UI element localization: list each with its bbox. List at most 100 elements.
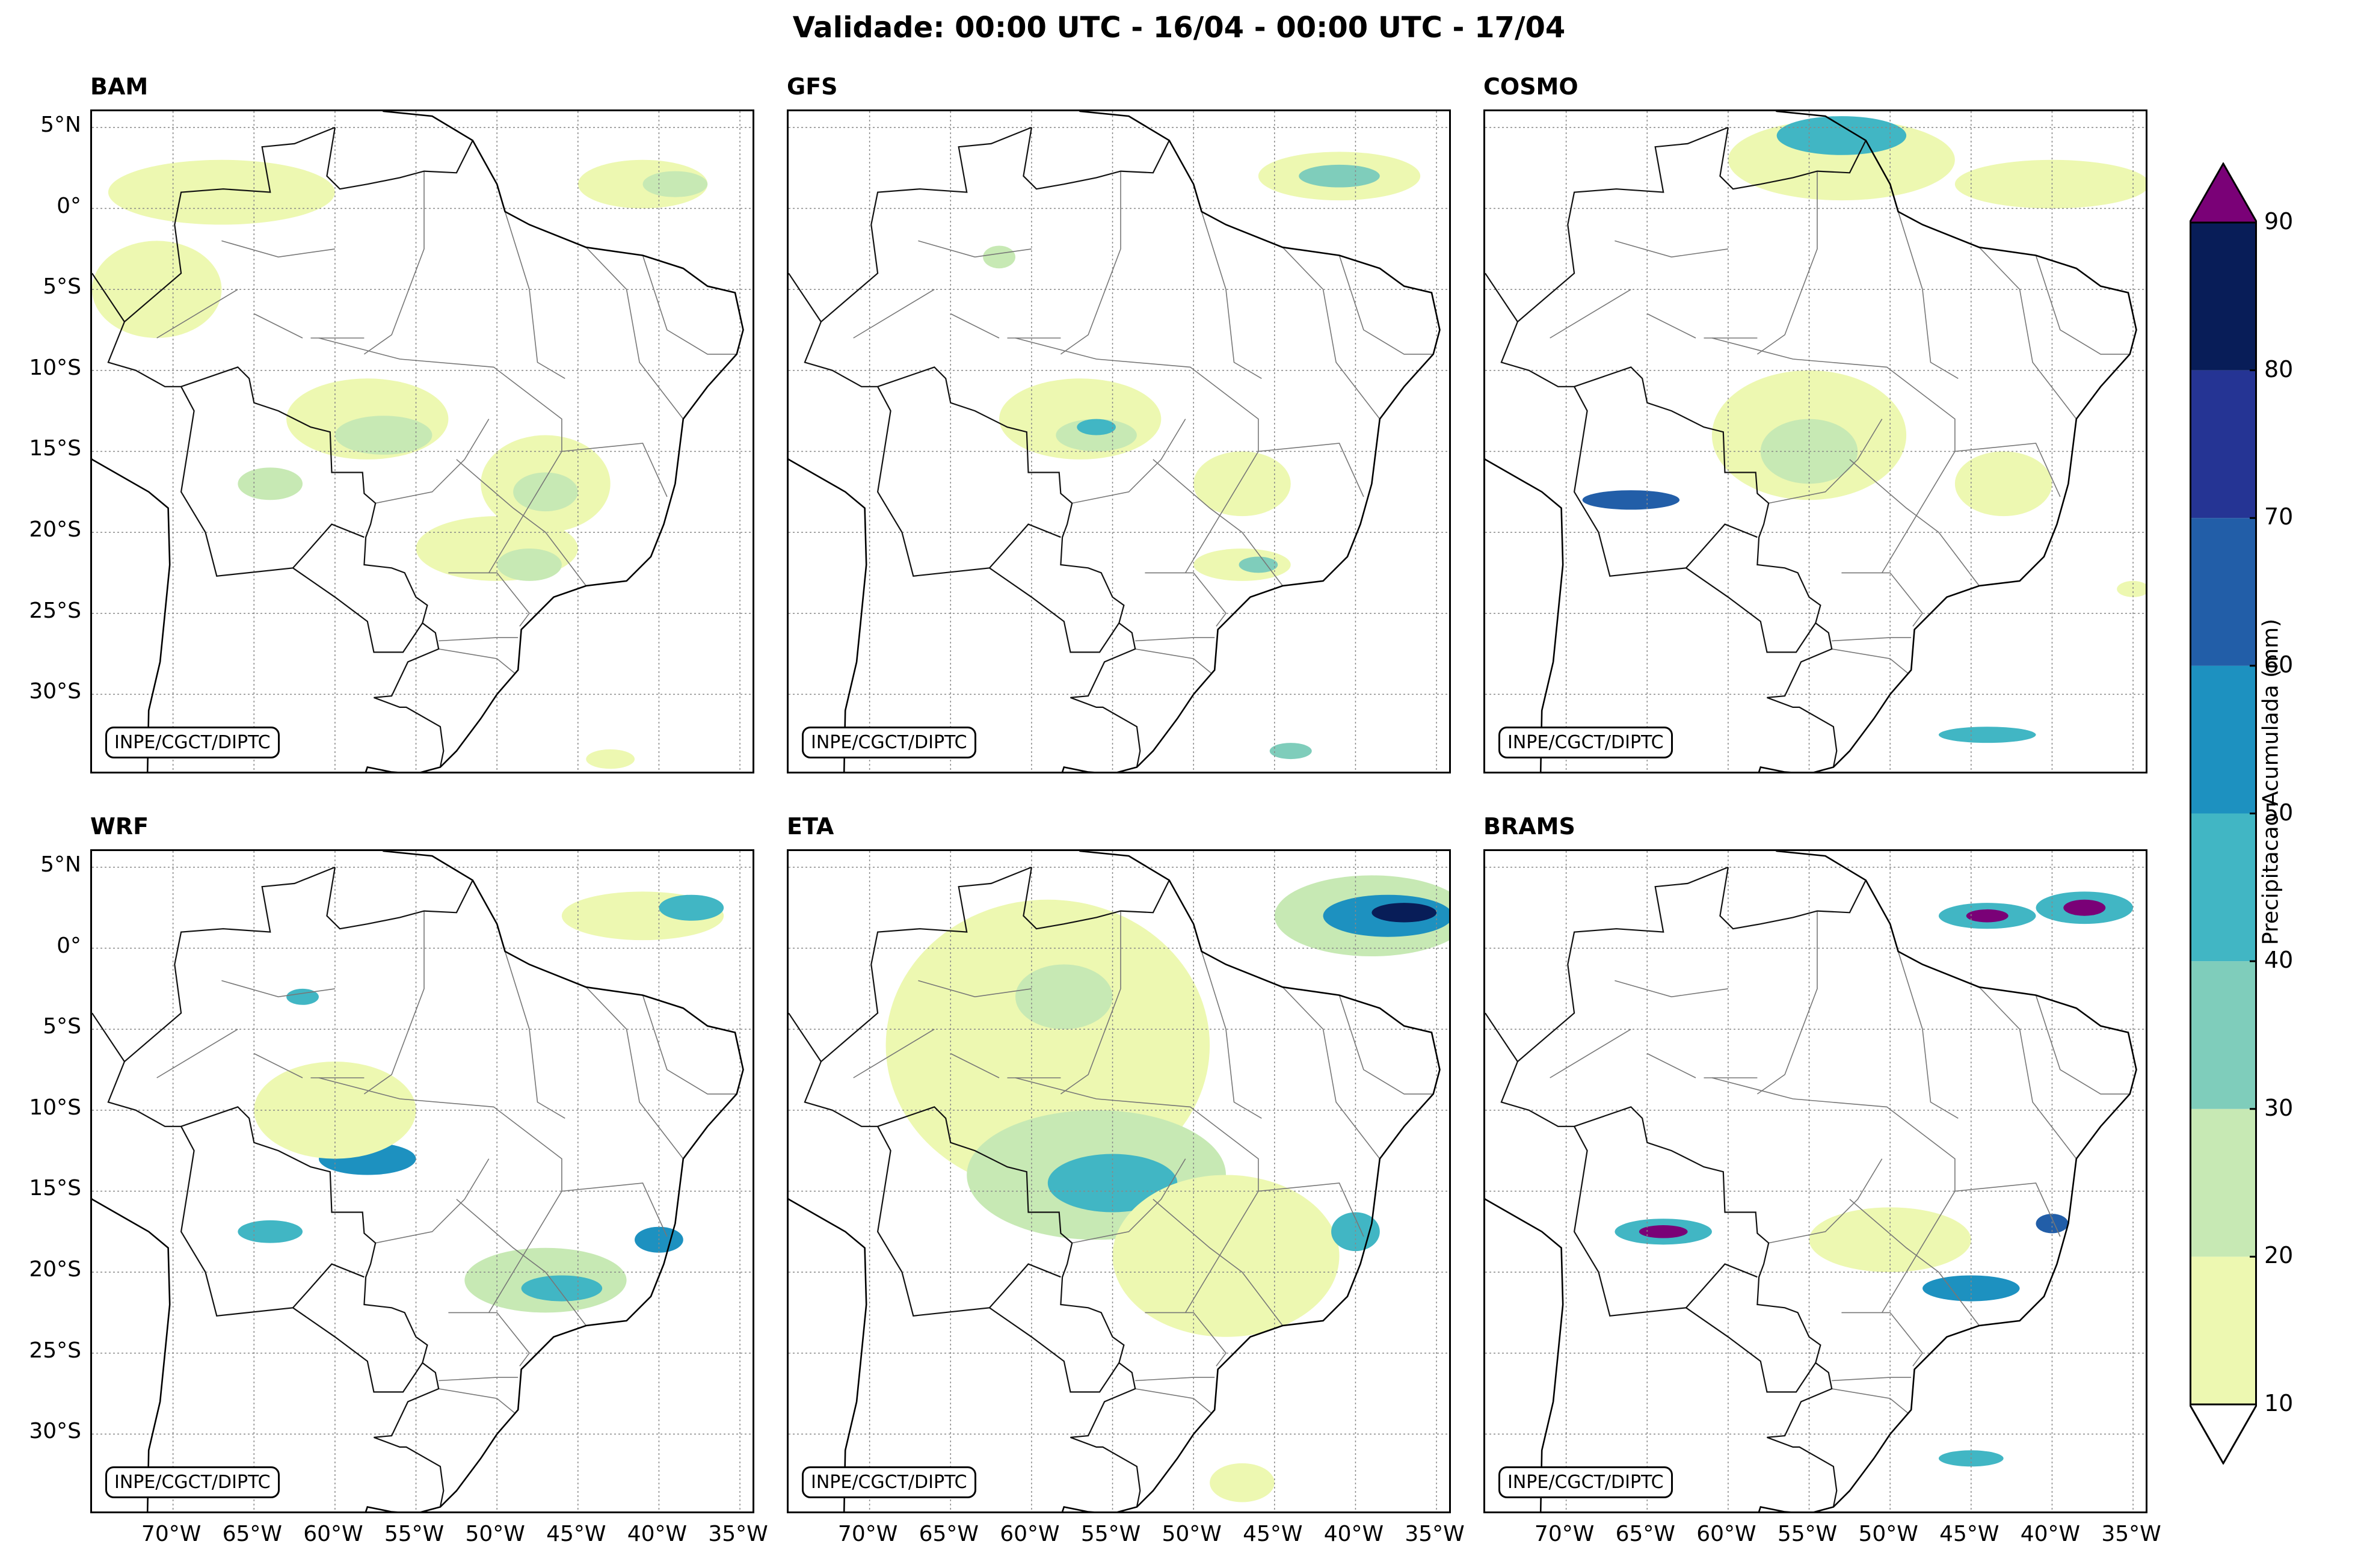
state-border: [1832, 648, 1909, 674]
lon-tick-label: 70°W: [1534, 1522, 1595, 1546]
coastline: [1485, 1198, 1564, 1511]
state-border: [1756, 171, 1818, 355]
state-border: [1282, 247, 1381, 420]
precip-patch-gfs-8: [983, 245, 1015, 269]
state-border: [2035, 995, 2130, 1095]
precip-patch-cosmo-8: [2117, 580, 2146, 597]
state-border: [1145, 1312, 1227, 1367]
state-border: [448, 572, 531, 627]
country-border: [326, 127, 473, 190]
colorbar-tick-label: 50: [2264, 799, 2294, 826]
coastline: [365, 851, 744, 1511]
state-border: [1841, 572, 1924, 627]
colorbar-tick-label: 10: [2264, 1390, 2294, 1416]
state-border: [504, 951, 565, 1119]
state-border: [1769, 419, 1883, 504]
colorbar-over-arrow: [2190, 162, 2257, 224]
country-border: [92, 272, 125, 322]
precip-patch-brams-1: [1639, 1225, 1688, 1238]
state-border: [1769, 1158, 1883, 1244]
state-border: [1060, 171, 1121, 355]
precip-patch-cosmo-4: [1760, 419, 1858, 484]
state-border: [1841, 1312, 1924, 1367]
state-border: [221, 980, 336, 998]
lon-tick-label: 40°W: [1323, 1522, 1384, 1546]
map-wrf: INPE/CGCT/DIPTC: [90, 849, 754, 1513]
country-border: [804, 866, 1141, 1507]
precip-patch-bam-5: [334, 416, 433, 455]
coastline: [92, 1198, 171, 1511]
precip-patch-bam-8: [513, 472, 578, 512]
panel-title-gfs: GFS: [787, 73, 838, 100]
state-border: [456, 459, 586, 586]
state-border: [448, 1312, 531, 1367]
state-border: [585, 986, 684, 1160]
map-cosmo: INPE/CGCT/DIPTC: [1483, 109, 2147, 773]
precip-patch-cosmo-2: [1954, 159, 2146, 209]
lat-tick-label: 15°S: [29, 1176, 81, 1201]
colorbar-tick-label: 90: [2264, 208, 2294, 235]
lat-tick-label: 5°N: [40, 112, 81, 137]
colorbar-bin-40-50: [2190, 813, 2257, 962]
colorbar-tick-label: 80: [2264, 355, 2294, 383]
state-border: [642, 255, 737, 355]
lon-tick-label: 55°W: [1080, 1522, 1141, 1546]
lat-tick-label: 5°S: [43, 274, 81, 300]
state-border: [456, 1199, 586, 1326]
state-border: [585, 247, 684, 420]
map-gfs: INPE/CGCT/DIPTC: [787, 109, 1451, 773]
country-border: [1500, 866, 1838, 1507]
state-border: [1954, 1182, 2061, 1237]
country-border: [789, 272, 822, 322]
lon-tick-label: 65°W: [919, 1522, 979, 1546]
country-border: [1500, 126, 1838, 767]
map-brams: INPE/CGCT/DIPTC: [1483, 849, 2147, 1513]
state-border: [853, 1028, 935, 1078]
lat-tick-label: 10°S: [29, 1095, 81, 1120]
state-border: [561, 443, 668, 497]
precip-patch-bam-2: [108, 159, 335, 225]
lon-tick-label: 35°W: [2101, 1522, 2161, 1546]
lon-tick-label: 45°W: [1243, 1522, 1303, 1546]
precip-patch-wrf-7: [286, 988, 319, 1005]
colorbar-bin-10-20: [2190, 1256, 2257, 1404]
state-border: [504, 211, 565, 379]
lat-tick-label: 25°S: [29, 1338, 81, 1363]
state-border: [221, 240, 336, 258]
country-border: [1573, 386, 1758, 577]
precip-patch-gfs-1: [1299, 164, 1380, 188]
state-border: [1756, 911, 1818, 1095]
lat-tick-label: 0°: [57, 193, 81, 218]
credit-box: INPE/CGCT/DIPTC: [105, 1466, 280, 1498]
state-border: [918, 980, 1032, 998]
state-border: [363, 171, 425, 355]
colorbar-tick-label: 70: [2264, 503, 2294, 530]
precip-patch-brams-3: [1966, 909, 2009, 923]
state-border: [1849, 459, 1980, 586]
lat-tick-label: 15°S: [29, 436, 81, 461]
state-border: [2035, 255, 2130, 355]
colorbar-under-arrow: [2190, 1403, 2257, 1465]
lat-tick-label: 10°S: [29, 355, 81, 380]
state-border: [561, 1182, 668, 1237]
state-border: [1646, 313, 1696, 339]
state-border: [1153, 459, 1283, 586]
state-border: [918, 240, 1032, 258]
lon-tick-label: 65°W: [222, 1522, 282, 1546]
lat-tick-label: 5°S: [43, 1014, 81, 1039]
panel-title-cosmo: COSMO: [1483, 73, 1578, 100]
lat-tick-label: 30°S: [29, 679, 81, 704]
lon-tick-label: 60°W: [1696, 1522, 1756, 1546]
credit-box: INPE/CGCT/DIPTC: [1498, 1466, 1673, 1498]
lat-tick-label: 20°S: [29, 517, 81, 543]
country-border: [326, 867, 473, 930]
lat-tick-label: 0°: [57, 933, 81, 958]
precip-patch-eta-7: [1112, 1175, 1340, 1337]
country-border: [1023, 867, 1170, 930]
state-border: [156, 289, 238, 339]
state-border: [1711, 337, 1956, 573]
country-border: [107, 126, 445, 767]
lon-tick-label: 55°W: [384, 1522, 445, 1546]
state-border: [853, 289, 935, 339]
state-border: [375, 1158, 490, 1244]
